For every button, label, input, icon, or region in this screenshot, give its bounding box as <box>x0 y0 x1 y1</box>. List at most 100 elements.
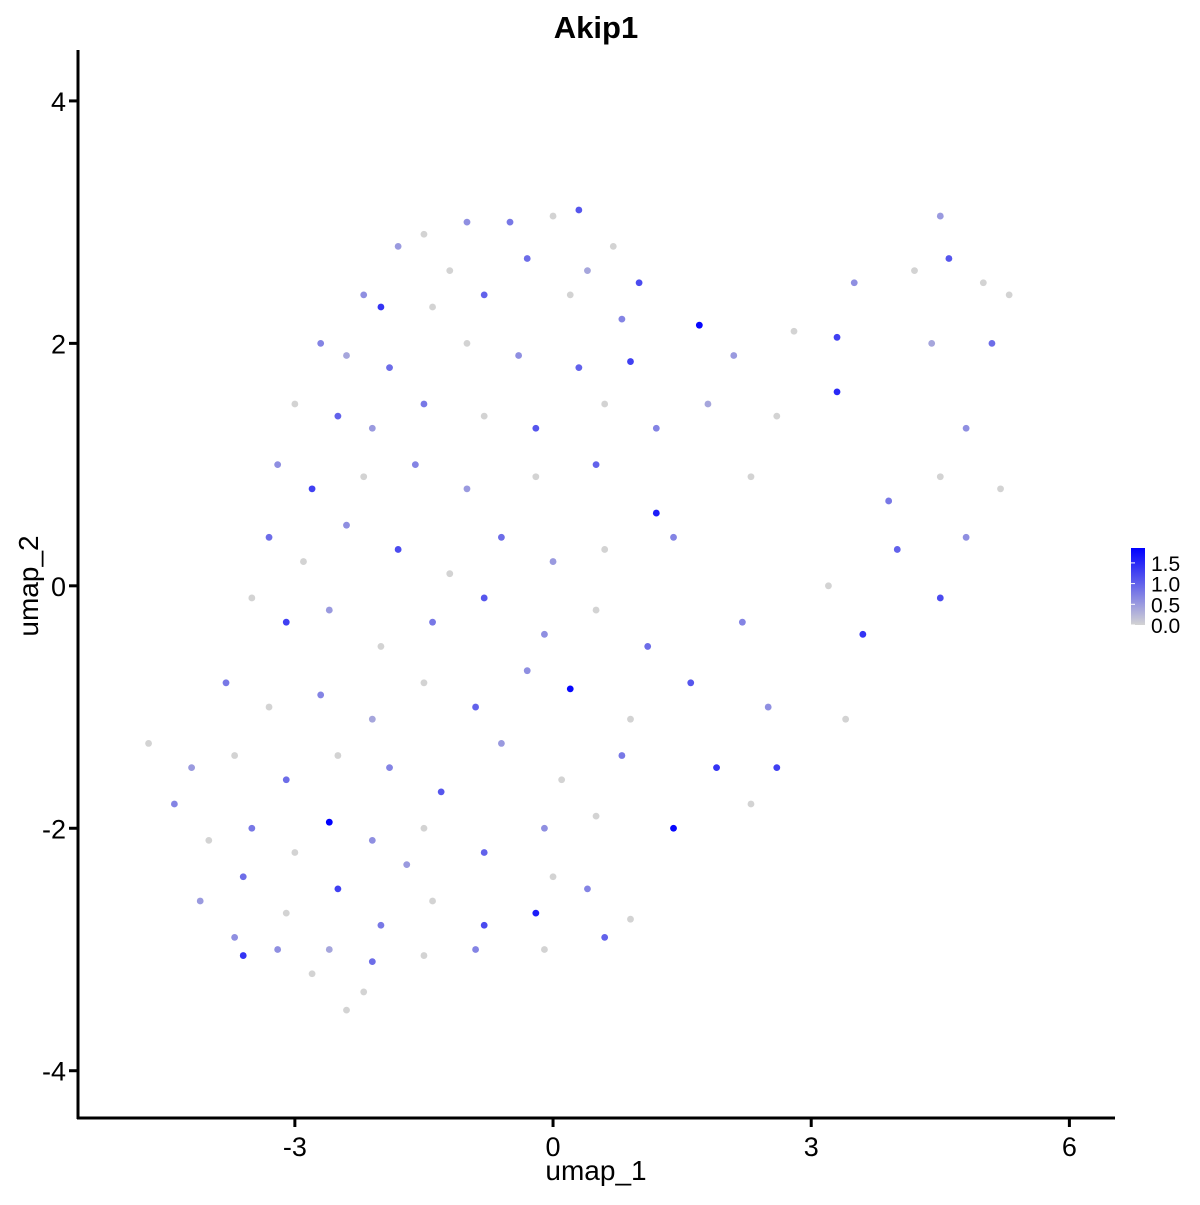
point <box>566 291 574 299</box>
point <box>420 400 428 408</box>
point <box>420 952 428 959</box>
point <box>601 546 609 553</box>
point <box>945 255 953 262</box>
y-tick-label: 4 <box>51 87 66 117</box>
point <box>248 824 256 832</box>
point <box>291 849 299 856</box>
point <box>635 279 643 287</box>
colorbar <box>1131 548 1145 625</box>
y-axis-label: umap_2 <box>13 535 44 636</box>
point <box>463 218 471 226</box>
point <box>411 461 419 468</box>
point <box>575 364 583 372</box>
point <box>282 776 290 784</box>
point <box>523 255 531 262</box>
point <box>773 764 781 772</box>
point <box>687 679 695 687</box>
x-tick-label: 0 <box>546 1132 561 1162</box>
point <box>627 915 634 923</box>
point <box>532 424 540 432</box>
point <box>420 824 428 832</box>
point <box>394 546 402 553</box>
point <box>541 630 548 638</box>
point <box>601 400 609 408</box>
y-tick-label: 0 <box>51 572 66 602</box>
point <box>480 849 488 856</box>
point <box>394 242 402 250</box>
point <box>1005 291 1013 299</box>
point <box>558 776 566 784</box>
point <box>747 800 755 808</box>
point <box>308 485 316 493</box>
point <box>962 424 970 432</box>
point <box>368 958 376 966</box>
point <box>609 242 617 250</box>
point <box>506 218 514 226</box>
point <box>188 764 195 772</box>
point <box>584 267 591 275</box>
point <box>747 473 755 481</box>
point <box>936 594 944 602</box>
point <box>644 643 652 650</box>
point <box>575 206 583 214</box>
points <box>145 206 1013 1014</box>
point <box>566 685 574 693</box>
point <box>480 291 488 299</box>
x-tick-label: 6 <box>1062 1132 1077 1162</box>
point <box>231 752 239 759</box>
point <box>549 873 557 881</box>
point <box>885 497 893 505</box>
point <box>618 315 626 323</box>
point <box>618 752 626 759</box>
point <box>343 521 350 529</box>
point <box>936 212 944 220</box>
point <box>265 533 273 541</box>
point <box>437 788 445 796</box>
point <box>670 533 677 541</box>
point <box>825 582 832 590</box>
point <box>291 400 299 408</box>
point <box>222 679 230 687</box>
point <box>627 358 634 365</box>
point <box>988 339 996 347</box>
y-tick-label: 2 <box>51 329 66 359</box>
point <box>859 630 867 638</box>
point <box>360 291 368 299</box>
point <box>962 533 970 541</box>
point <box>145 740 152 747</box>
colorbar-tick-label: 0.0 <box>1151 615 1180 638</box>
point <box>248 594 256 602</box>
point <box>377 643 385 650</box>
point <box>463 485 471 493</box>
x-tick-label: 3 <box>804 1132 819 1162</box>
point <box>463 339 471 347</box>
point <box>790 327 798 335</box>
point <box>317 691 325 699</box>
point <box>592 812 600 820</box>
point <box>541 824 548 832</box>
point <box>928 339 936 347</box>
point <box>936 473 944 481</box>
colorbar-tick-label: 0.5 <box>1151 594 1180 617</box>
point <box>833 388 841 396</box>
point <box>274 946 282 953</box>
point <box>893 546 901 553</box>
point <box>532 909 540 917</box>
point <box>704 400 712 408</box>
point <box>368 715 376 723</box>
point <box>515 352 523 359</box>
point <box>170 800 178 808</box>
point <box>584 885 591 893</box>
point <box>627 715 634 723</box>
point <box>764 703 772 711</box>
point <box>911 267 918 275</box>
point <box>282 909 290 917</box>
point <box>377 921 385 929</box>
point <box>317 339 325 347</box>
point <box>498 740 505 747</box>
point <box>652 509 660 517</box>
point <box>842 715 850 723</box>
point <box>360 473 368 481</box>
point <box>386 364 393 372</box>
